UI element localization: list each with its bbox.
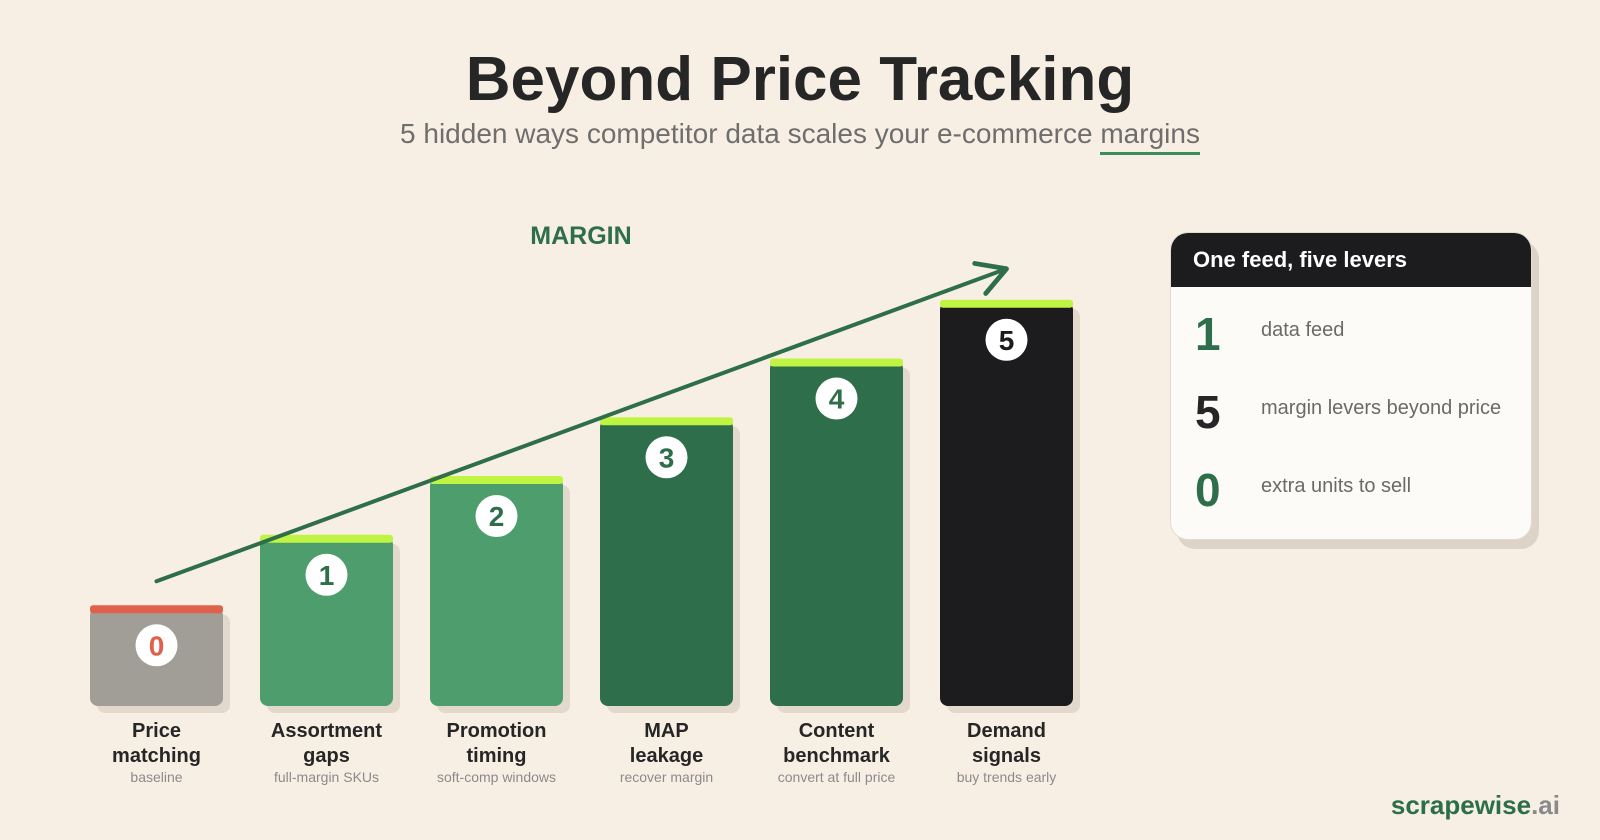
- stat-label: extra units to sell: [1261, 475, 1412, 497]
- category-label: Content: [799, 720, 875, 742]
- margin-arrow-label: MARGIN: [530, 222, 631, 250]
- brand-name: scrapewise: [1390, 790, 1532, 820]
- summary-panel-title: One feed, five levers: [1171, 233, 1531, 287]
- stat-value: 5: [1195, 386, 1221, 438]
- bar-badge-number: 5: [999, 325, 1015, 356]
- stat-label: margin levers beyond price: [1261, 397, 1502, 419]
- page-title: Beyond Price Tracking: [465, 45, 1135, 114]
- margin-trend-arrow: [154, 261, 1009, 584]
- category-label: Price: [132, 720, 181, 742]
- category-label: benchmark: [783, 745, 891, 767]
- bar-badge: [475, 495, 518, 538]
- bar-badge-number: 3: [659, 442, 675, 473]
- bar-cap: [430, 476, 563, 485]
- bar-cap: [260, 534, 393, 543]
- category-label: timing: [467, 745, 527, 767]
- bar-badge-number: 1: [319, 560, 335, 591]
- bar-badge-number: 0: [149, 630, 165, 661]
- summary-panel: One feed, five levers 1 data feed 5 marg…: [1170, 232, 1532, 540]
- bar: [770, 360, 903, 706]
- bar-cap: [90, 605, 223, 614]
- bar-badge: [645, 436, 688, 479]
- category-label: Assortment: [271, 720, 382, 742]
- bar: [940, 301, 1073, 706]
- bar-cap: [770, 358, 903, 367]
- bar-chart: 0 Price matching baseline 1 Assortment gaps ful…: [90, 222, 1080, 785]
- bar-badge-number: 4: [829, 384, 845, 415]
- category-label: leakage: [630, 745, 703, 767]
- category-label: matching: [112, 745, 201, 767]
- stat-row: 0 extra units to sell: [1171, 461, 1531, 521]
- category-label: Promotion: [447, 720, 547, 742]
- stat-row: 1 data feed: [1171, 305, 1531, 365]
- stat-row: 5 margin levers beyond price: [1171, 383, 1531, 443]
- page-subtitle: 5 hidden ways competitor data scales you…: [0, 118, 1600, 155]
- stat-value: 0: [1195, 464, 1221, 516]
- category-caption: convert at full price: [778, 769, 896, 785]
- category-caption: baseline: [130, 769, 182, 785]
- bar-badge: [135, 624, 178, 667]
- category-caption: full-margin SKUs: [274, 769, 379, 785]
- stat-label: data feed: [1261, 319, 1345, 341]
- category-label: Demand: [967, 720, 1046, 742]
- category-label: signals: [972, 745, 1041, 767]
- category-label: gaps: [303, 745, 350, 767]
- bar-badge: [815, 377, 858, 420]
- bar-badge-number: 2: [489, 501, 505, 532]
- category-caption: soft-comp windows: [437, 769, 556, 785]
- category-caption: buy trends early: [957, 769, 1057, 785]
- bar: [600, 419, 733, 706]
- brand-tld: .ai: [1531, 790, 1560, 820]
- subtitle-text: 5 hidden ways competitor data scales you…: [400, 118, 1093, 149]
- bar-badge: [305, 553, 348, 596]
- brand-logo: scrapewise.ai: [1391, 790, 1560, 821]
- stat-value: 1: [1195, 308, 1221, 360]
- bar-cap: [600, 417, 733, 426]
- bar: [430, 478, 563, 706]
- bar: [260, 536, 393, 706]
- category-label: MAP: [644, 720, 688, 742]
- bar-badge: [985, 318, 1028, 361]
- subtitle-highlight: margins: [1100, 118, 1200, 155]
- category-caption: recover margin: [620, 769, 713, 785]
- bar-cap: [940, 299, 1073, 308]
